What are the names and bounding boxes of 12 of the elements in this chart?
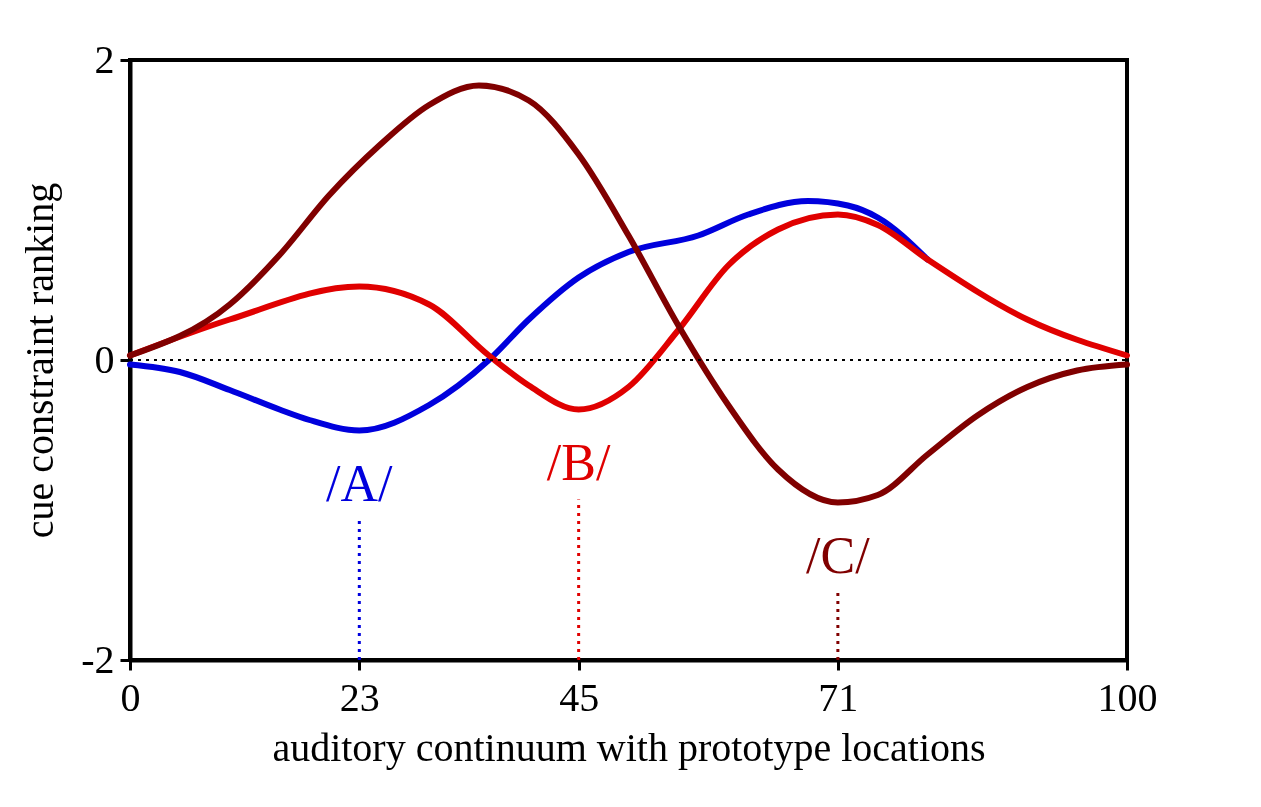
x-tick-label: 71 (818, 674, 859, 720)
y-tick-label: 2 (94, 36, 115, 82)
y-tick-label: -2 (81, 636, 115, 682)
x-tick-label: 45 (559, 674, 600, 720)
x-axis-title: auditory continuum with prototype locations (272, 724, 986, 770)
ref-line-label: /C/ (806, 526, 871, 584)
x-tick-label: 100 (1097, 674, 1158, 720)
ref-line-label: /A/ (326, 454, 394, 512)
y-axis-title: cue constraint ranking (17, 182, 63, 539)
y-tick-label: 0 (94, 336, 115, 382)
ref-line-label: /B/ (546, 433, 611, 491)
x-tick-label: 23 (339, 674, 380, 720)
